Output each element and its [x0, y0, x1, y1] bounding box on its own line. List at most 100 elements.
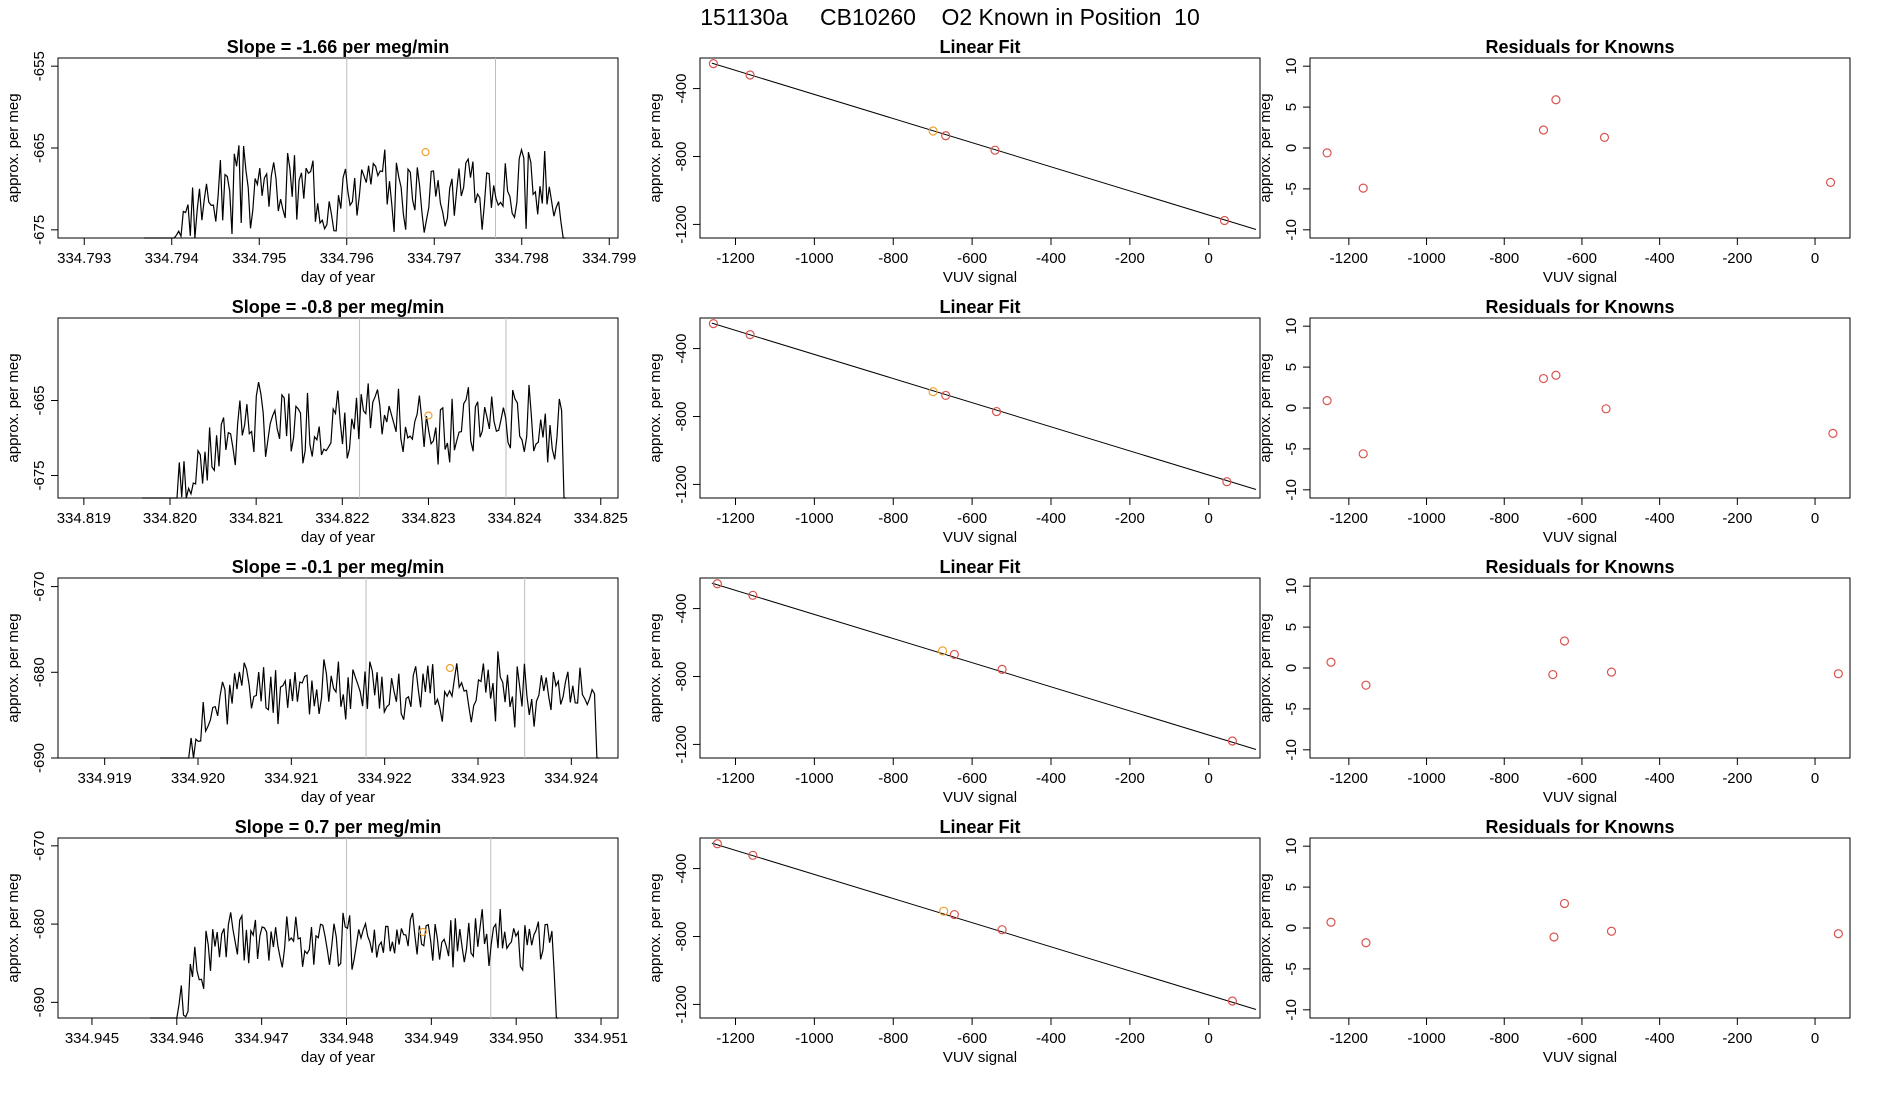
data-point [708, 59, 719, 69]
y-tick-label: -690 [31, 987, 48, 1017]
data-point [748, 850, 758, 860]
x-tick-label: 334.923 [451, 770, 505, 787]
y-tick-label: -680 [31, 657, 48, 687]
y-axis-label: approx. per meg [647, 613, 664, 722]
y-tick-label: 10 [1283, 58, 1300, 75]
data-point [1538, 125, 1549, 135]
data-point [1559, 636, 1570, 646]
x-tick-label: -400 [1645, 1030, 1675, 1047]
data-point [990, 145, 1000, 155]
data-point [1606, 926, 1617, 936]
y-tick-label: -5 [1283, 182, 1300, 195]
x-tick-label: -400 [1036, 250, 1066, 267]
x-tick-label: 334.796 [320, 250, 374, 267]
x-axis-label: VUV signal [1543, 269, 1617, 286]
x-tick-label: 334.951 [574, 1030, 628, 1047]
y-tick-label: -400 [673, 594, 690, 624]
y-tick-label: 5 [1283, 103, 1300, 111]
y-tick-label: 10 [1283, 578, 1300, 595]
fit-line [711, 842, 1257, 1010]
y-axis-label: approx. per meg [5, 873, 22, 982]
data-point [1828, 428, 1838, 438]
x-tick-label: 334.822 [315, 510, 369, 527]
x-tick-label: -800 [878, 1030, 908, 1047]
x-tick-label: 334.821 [229, 510, 283, 527]
mean-point [418, 927, 427, 937]
x-tick-label: -1200 [1330, 250, 1368, 267]
plot-frame [1309, 57, 1851, 239]
mean-point [424, 411, 433, 420]
x-tick-label: -800 [878, 250, 908, 267]
data-point [1551, 95, 1561, 105]
x-axis-label: VUV signal [943, 529, 1017, 546]
x-tick-label: -1200 [1330, 770, 1368, 787]
x-tick-label: 334.794 [145, 250, 199, 267]
x-tick-label: -200 [1722, 250, 1752, 267]
x-tick-label: -600 [1567, 770, 1597, 787]
panel-3-2: Linear Fit -1200 -1000 -800 -600 -400 -200 0 VUV… [647, 557, 1261, 806]
panel-title: Linear Fit [939, 37, 1020, 57]
x-tick-label: -800 [1489, 250, 1519, 267]
x-tick-label: 0 [1811, 770, 1819, 787]
x-tick-label: 334.795 [232, 250, 286, 267]
panel-1-2: Linear Fit -1200 -1000 -800 -600 -400 -200 0 VUV… [647, 37, 1261, 286]
panel-3-1: Slope = -0.1 per meg/min 334.919 334.920 33… [5, 557, 619, 806]
y-tick-label: 0 [1283, 924, 1300, 932]
y-axis-label: approx. per meg [1257, 93, 1274, 202]
y-tick-label: -690 [31, 743, 48, 773]
x-tick-label: -600 [957, 510, 987, 527]
x-tick-label: -600 [957, 1030, 987, 1047]
x-axis-label: day of year [301, 529, 375, 546]
data-point [928, 387, 938, 397]
data-point [1559, 898, 1570, 909]
x-tick-label: 334.950 [489, 1030, 543, 1047]
y-tick-label: -10 [1283, 219, 1300, 241]
panel-title: Residuals for Knowns [1485, 297, 1674, 317]
y-tick-label: -800 [673, 921, 690, 951]
x-tick-label: 0 [1205, 510, 1213, 527]
x-tick-label: -1200 [716, 510, 754, 527]
data-point [941, 131, 951, 141]
data-point [1322, 148, 1332, 158]
x-tick-label: -1200 [716, 770, 754, 787]
data-point [1322, 396, 1332, 406]
x-tick-label: -1200 [1330, 510, 1368, 527]
x-tick-label: 334.793 [57, 250, 111, 267]
panel-4-2: Linear Fit -1200 -1000 -800 -600 -400 -200 0 VUV… [647, 817, 1261, 1066]
y-axis-label: approx. per meg [1257, 613, 1274, 722]
y-tick-label: -10 [1283, 479, 1300, 501]
x-axis-label: day of year [301, 789, 375, 806]
data-point [1551, 370, 1561, 380]
x-axis-label: VUV signal [943, 789, 1017, 806]
data-point [745, 330, 755, 340]
data-point [1361, 938, 1371, 948]
y-tick-label: -675 [31, 460, 48, 490]
x-tick-label: -400 [1645, 250, 1675, 267]
plot-frame [1309, 837, 1851, 1019]
panel-title: Slope = 0.7 per meg/min [235, 817, 442, 837]
y-axis-label: approx. per meg [647, 93, 664, 202]
panel-title: Slope = -0.8 per meg/min [232, 297, 445, 317]
y-tick-label: -665 [31, 133, 48, 163]
y-tick-label: -680 [31, 909, 48, 939]
x-tick-label: 334.924 [544, 770, 598, 787]
signal-trace [150, 908, 559, 1019]
x-axis-label: VUV signal [1543, 1049, 1617, 1066]
plot-frame [1309, 577, 1851, 759]
x-tick-label: 334.919 [78, 770, 132, 787]
data-point [1825, 177, 1836, 187]
x-tick-label: -800 [1489, 770, 1519, 787]
x-tick-label: -800 [878, 770, 908, 787]
data-point [748, 590, 758, 600]
data-point [708, 319, 719, 329]
fit-line [711, 322, 1257, 490]
x-tick-label: -1000 [1407, 1030, 1445, 1047]
panel-title: Residuals for Knowns [1485, 557, 1674, 577]
x-tick-label: -400 [1036, 510, 1066, 527]
x-tick-label: -200 [1115, 770, 1145, 787]
plot-frame [699, 57, 1261, 239]
y-axis-label: approx. per meg [1257, 353, 1274, 462]
x-tick-label: 334.823 [401, 510, 455, 527]
x-tick-label: -800 [1489, 510, 1519, 527]
y-tick-label: -400 [673, 334, 690, 364]
